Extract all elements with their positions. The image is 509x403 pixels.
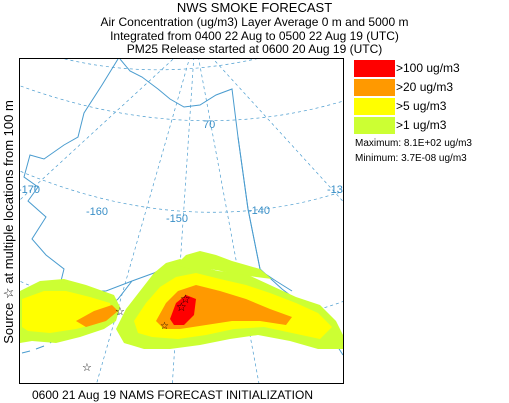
source-star-icon: ☆ [160, 321, 169, 332]
release-start: PM25 Release started at 0600 20 Aug 19 (… [126, 42, 383, 56]
contour-100-main [170, 295, 196, 325]
integration-period: Integrated from 0400 22 Aug to 0500 22 A… [110, 29, 399, 43]
maximum-value: Maximum: 8.1E+02 ug/m3 [355, 138, 472, 149]
canada-border [237, 136, 261, 270]
legend-label: >20 ug/m3 [396, 80, 454, 94]
lat-line-80 [63, 59, 257, 71]
legend-item: >1 ug/m3 [350, 115, 498, 134]
lon-line-130 [212, 59, 343, 202]
source-star-icon: ☆ [176, 300, 187, 314]
legend-swatch-20 [354, 79, 395, 96]
minimum-value: Minimum: 3.7E-08 ug/m3 [355, 153, 467, 164]
legend-swatch-1 [354, 117, 395, 134]
lon-label-150: -150 [166, 213, 188, 225]
legend-label: >1 ug/m3 [396, 118, 447, 132]
legend-swatch-100 [354, 60, 395, 77]
forecast-map: -170 -160 -150 -140 -130 70 ☆ ☆ ☆ ☆ ☆ [19, 58, 344, 384]
legend: >100 ug/m3 >20 ug/m3 >5 ug/m3 >1 ug/m3 [350, 58, 498, 134]
footer-initialization: 0600 21 Aug 19 NAMS FORECAST INITIALIZAT… [32, 388, 313, 402]
legend-label: >5 ug/m3 [396, 99, 447, 113]
contour-20-southwest [76, 305, 118, 327]
lon-line-160 [96, 59, 190, 383]
source-star-icon: ☆ [82, 362, 92, 374]
lon-line-150 [172, 59, 195, 383]
lat-line-70 [20, 85, 343, 122]
lat-line-60 [20, 170, 343, 213]
forecast-title: NWS SMOKE FORECAST [176, 0, 333, 15]
lon-label-160: -160 [86, 206, 108, 218]
lon-label-140: -140 [248, 205, 270, 217]
source-star-icon: ☆ [180, 292, 191, 306]
lon-line-170 [20, 59, 174, 201]
lon-label-130: -130 [327, 184, 343, 196]
lon-label-170: -170 [20, 184, 40, 196]
source-label: Source ☆ at multiple locations from 100 … [1, 100, 16, 344]
legend-item: >100 ug/m3 [350, 58, 498, 77]
source-star-icon: ☆ [115, 306, 125, 318]
legend-swatch-5 [354, 98, 395, 115]
lat-label-70: 70 [203, 119, 215, 131]
legend-item: >20 ug/m3 [350, 77, 498, 96]
legend-item: >5 ug/m3 [350, 96, 498, 115]
contour-1-north [176, 251, 272, 279]
map-canvas: -170 -160 -150 -140 -130 70 ☆ ☆ ☆ ☆ ☆ [20, 59, 343, 383]
legend-label: >100 ug/m3 [396, 61, 460, 75]
concentration-subtitle: Air Concentration (ug/m3) Layer Average … [100, 15, 409, 29]
